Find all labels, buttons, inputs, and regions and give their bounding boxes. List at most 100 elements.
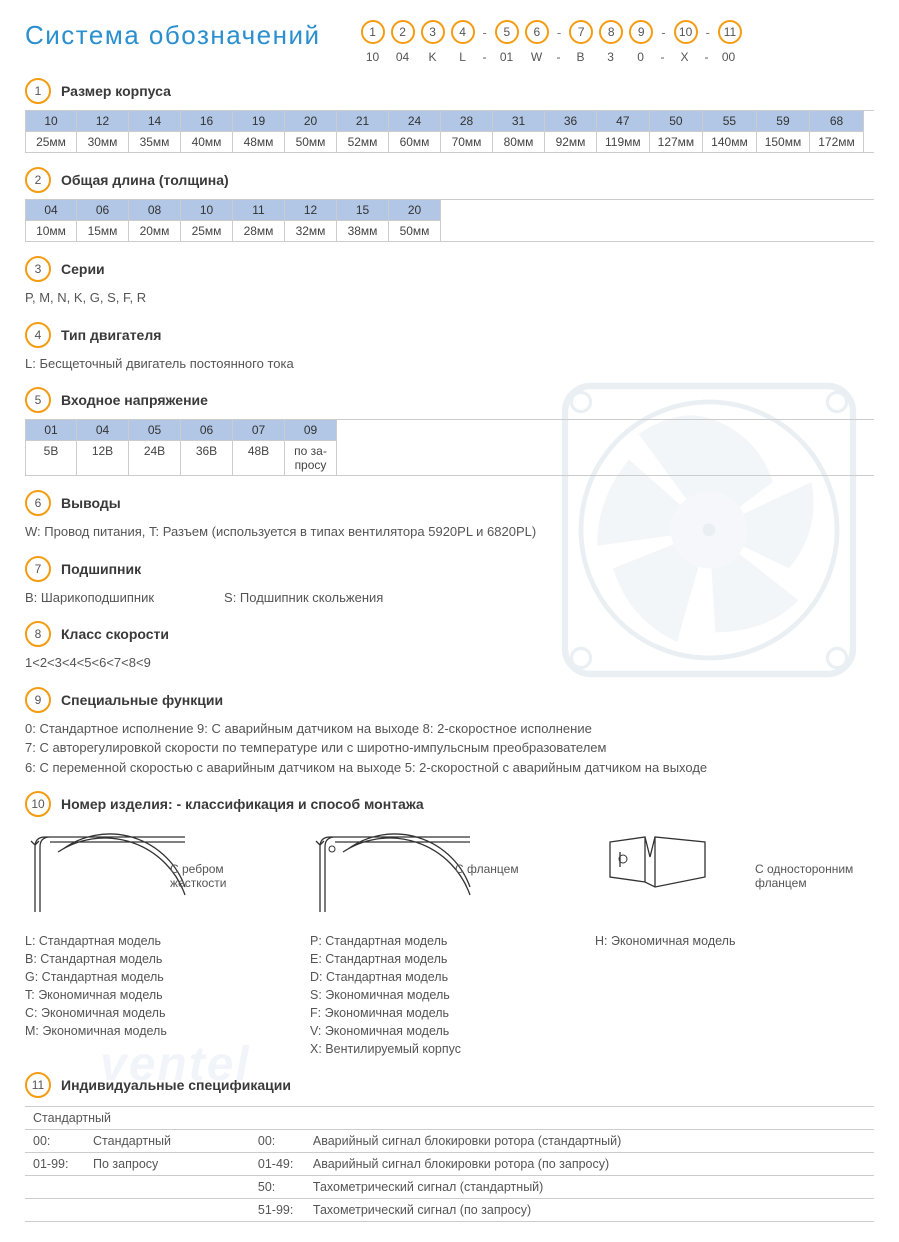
code-table-1: 1025мм1230мм1435мм1640мм1948мм2050мм2152… [25, 110, 874, 153]
model-item: G: Стандартная модель [25, 968, 280, 986]
legend-circle-1: 1 [361, 20, 385, 44]
section-11: 11 Индивидуальные спецификации Стандартный… [25, 1072, 874, 1222]
section-number-11: 11 [25, 1072, 51, 1098]
model-item: E: Стандартная модель [310, 950, 565, 968]
section-title-2: Общая длина (толщина) [61, 172, 229, 188]
legend-circle-5: 5 [495, 20, 519, 44]
section-text: 1<2<3<4<5<6<7<8<9 [25, 653, 874, 673]
code-header: 07 [233, 420, 284, 441]
spec-row: 50:Тахометрический сигнал (стандартный) [25, 1176, 874, 1199]
legend-circle-10: 10 [674, 20, 698, 44]
code-header: 36 [545, 111, 596, 132]
page-title: Система обозначений [25, 20, 321, 51]
legend-value-2: 04 [391, 50, 415, 64]
section-1: 1Размер корпуса1025мм1230мм1435мм1640мм1… [25, 78, 874, 153]
code-header: 21 [337, 111, 388, 132]
spec-row: 00:Стандартный00:Аварийный сигнал блокир… [25, 1130, 874, 1153]
diagram-box: С фланцем [310, 827, 480, 922]
legend-circle-9: 9 [629, 20, 653, 44]
section-text: L: Бесщеточный двигатель постоянного ток… [25, 354, 874, 374]
section-number-7: 7 [25, 556, 51, 582]
code-header: 68 [810, 111, 863, 132]
section-text: W: Провод питания, T: Разъем (использует… [25, 522, 874, 542]
model-item: L: Стандартная модель [25, 932, 280, 950]
section-number-9: 9 [25, 687, 51, 713]
diagram-column: С односторонним фланцем H: Экономичная мо… [595, 827, 850, 1058]
model-item: V: Экономичная модель [310, 1022, 565, 1040]
code-header: 14 [129, 111, 180, 132]
code-value: 28мм [233, 221, 284, 241]
model-item: X: Вентилируемый корпус [310, 1040, 565, 1058]
legend-block: 1234-56-789-10-11 1004KL-01W-B30-X-00 [361, 20, 742, 64]
section-title-11: Индивидуальные спецификации [61, 1077, 291, 1093]
section-title-10: Номер изделия: - классификация и способ … [61, 796, 424, 812]
code-value: 32мм [285, 221, 336, 241]
code-value: 12В [77, 441, 128, 461]
code-table-2: 0410мм0615мм0820мм1025мм1128мм1232мм1538… [25, 199, 874, 242]
code-header: 01 [26, 420, 76, 441]
code-header: 11 [233, 200, 284, 221]
code-header: 15 [337, 200, 388, 221]
section-number-1: 1 [25, 78, 51, 104]
code-header: 10 [181, 200, 232, 221]
code-value: по за- просу [285, 441, 336, 475]
section-text: B: ШарикоподшипникS: Подшипник скольжени… [25, 588, 874, 608]
code-value: 15мм [77, 221, 128, 241]
code-value: 25мм [26, 132, 76, 152]
code-value: 92мм [545, 132, 596, 152]
model-list: L: Стандартная модельB: Стандартная моде… [25, 932, 280, 1040]
diagram-box: С ребром жесткости [25, 827, 195, 922]
diagram-box: С односторонним фланцем [595, 827, 765, 922]
code-value: 80мм [493, 132, 544, 152]
legend-circle-6: 6 [525, 20, 549, 44]
model-item: H: Экономичная модель [595, 932, 850, 950]
diagram-label: С ребром жесткости [170, 862, 270, 890]
section-number-10: 10 [25, 791, 51, 817]
section-title-9: Специальные функции [61, 692, 223, 708]
code-header: 16 [181, 111, 232, 132]
legend-circle-8: 8 [599, 20, 623, 44]
code-header: 20 [389, 200, 440, 221]
spec-table: Стандартный00:Стандартный00:Аварийный си… [25, 1106, 874, 1222]
code-value: 30мм [77, 132, 128, 152]
section-10: 10 Номер изделия: - классификация и спосо… [25, 791, 874, 1058]
section-title-5: Входное напряжение [61, 392, 208, 408]
legend-value-1: 10 [361, 50, 385, 64]
code-value: 10мм [26, 221, 76, 241]
code-header: 28 [441, 111, 492, 132]
header-row: Система обозначений 1234-56-789-10-11 10… [25, 20, 874, 64]
code-value: 119мм [597, 132, 649, 152]
code-header: 31 [493, 111, 544, 132]
section-number-5: 5 [25, 387, 51, 413]
code-value: 36В [181, 441, 232, 461]
model-item: M: Экономичная модель [25, 1022, 280, 1040]
diagram-column: С ребром жесткости L: Стандартная модельB… [25, 827, 280, 1058]
code-value: 60мм [389, 132, 440, 152]
legend-circle-4: 4 [451, 20, 475, 44]
code-value: 24В [129, 441, 180, 461]
code-header: 59 [757, 111, 810, 132]
code-header: 20 [285, 111, 336, 132]
code-header: 06 [181, 420, 232, 441]
section-number-3: 3 [25, 256, 51, 282]
section-title-4: Тип двигателя [61, 327, 161, 343]
model-item: S: Экономичная модель [310, 986, 565, 1004]
model-item: B: Стандартная модель [25, 950, 280, 968]
legend-value-7: B [569, 50, 593, 64]
code-value: 70мм [441, 132, 492, 152]
spec-row: 51-99:Тахометрический сигнал (по запросу… [25, 1199, 874, 1222]
section-title-3: Серии [61, 261, 105, 277]
code-value: 50мм [285, 132, 336, 152]
legend-value-5: 01 [495, 50, 519, 64]
section-title-7: Подшипник [61, 561, 141, 577]
code-header: 09 [285, 420, 336, 441]
code-header: 10 [26, 111, 76, 132]
code-header: 24 [389, 111, 440, 132]
model-item: C: Экономичная модель [25, 1004, 280, 1022]
code-value: 5В [26, 441, 76, 461]
legend-value-6: W [525, 50, 549, 64]
code-value: 20мм [129, 221, 180, 241]
code-header: 19 [233, 111, 284, 132]
code-value: 50мм [389, 221, 440, 241]
section-3: 3СерииP, M, N, K, G, S, F, R [25, 256, 874, 308]
